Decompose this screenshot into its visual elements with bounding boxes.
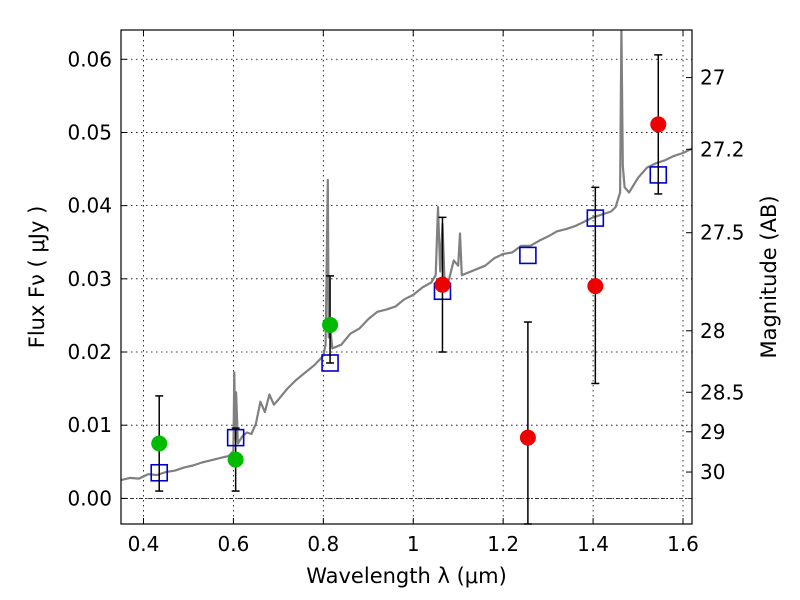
plot-area [121,30,692,482]
right-tick-label: 30 [700,460,725,484]
marker-layer [150,54,668,525]
y-tick-label: 0.04 [67,194,112,218]
x-tick-label: 0.4 [128,532,160,556]
observed-flux-point [434,276,451,293]
y-tick-label: 0.00 [67,486,112,510]
right-tick-label: 29 [700,420,725,444]
observed-flux-point [519,429,536,446]
x-tick-label: 1 [407,532,420,556]
tick-labels: 0.4 0.6 0.8 1 1.2 1.4 1.6 0.00 0.01 0.02 0.03 0.04 0… [67,47,744,556]
observed-flux-point [322,316,339,333]
model-spectrum-line [121,30,692,482]
x-tick-label: 1.6 [667,532,699,556]
x-tick-label: 1.2 [487,532,519,556]
axis-ticks [121,30,692,524]
right-axis-title: Magnitude (AB) [757,195,781,358]
x-tick-label: 0.6 [217,532,249,556]
right-tick-label: 27.5 [700,221,745,245]
y-tick-label: 0.03 [67,267,112,291]
right-tick-label: 27 [700,66,725,90]
x-tick-label: 0.8 [307,532,339,556]
y-tick-label: 0.02 [67,340,112,364]
right-tick-label: 27.2 [700,137,745,161]
x-axis-title: Wavelength λ (μm) [306,564,507,588]
y-tick-label: 0.01 [67,413,112,437]
model-photometry-square [519,246,537,265]
right-tick-label: 28 [700,319,725,343]
x-tick-label: 1.4 [577,532,609,556]
y-tick-label: 0.06 [67,47,112,71]
observed-flux-point [151,435,168,452]
grid-lines [121,30,692,524]
y-tick-label: 0.05 [67,120,112,144]
y-axis-title: Flux Fν ( μJy ) [25,206,49,349]
observed-flux-point [650,116,667,133]
observed-flux-point [587,278,604,295]
right-tick-label: 28.5 [700,380,745,404]
observed-flux-point [227,451,244,468]
plot-frame [120,29,693,525]
